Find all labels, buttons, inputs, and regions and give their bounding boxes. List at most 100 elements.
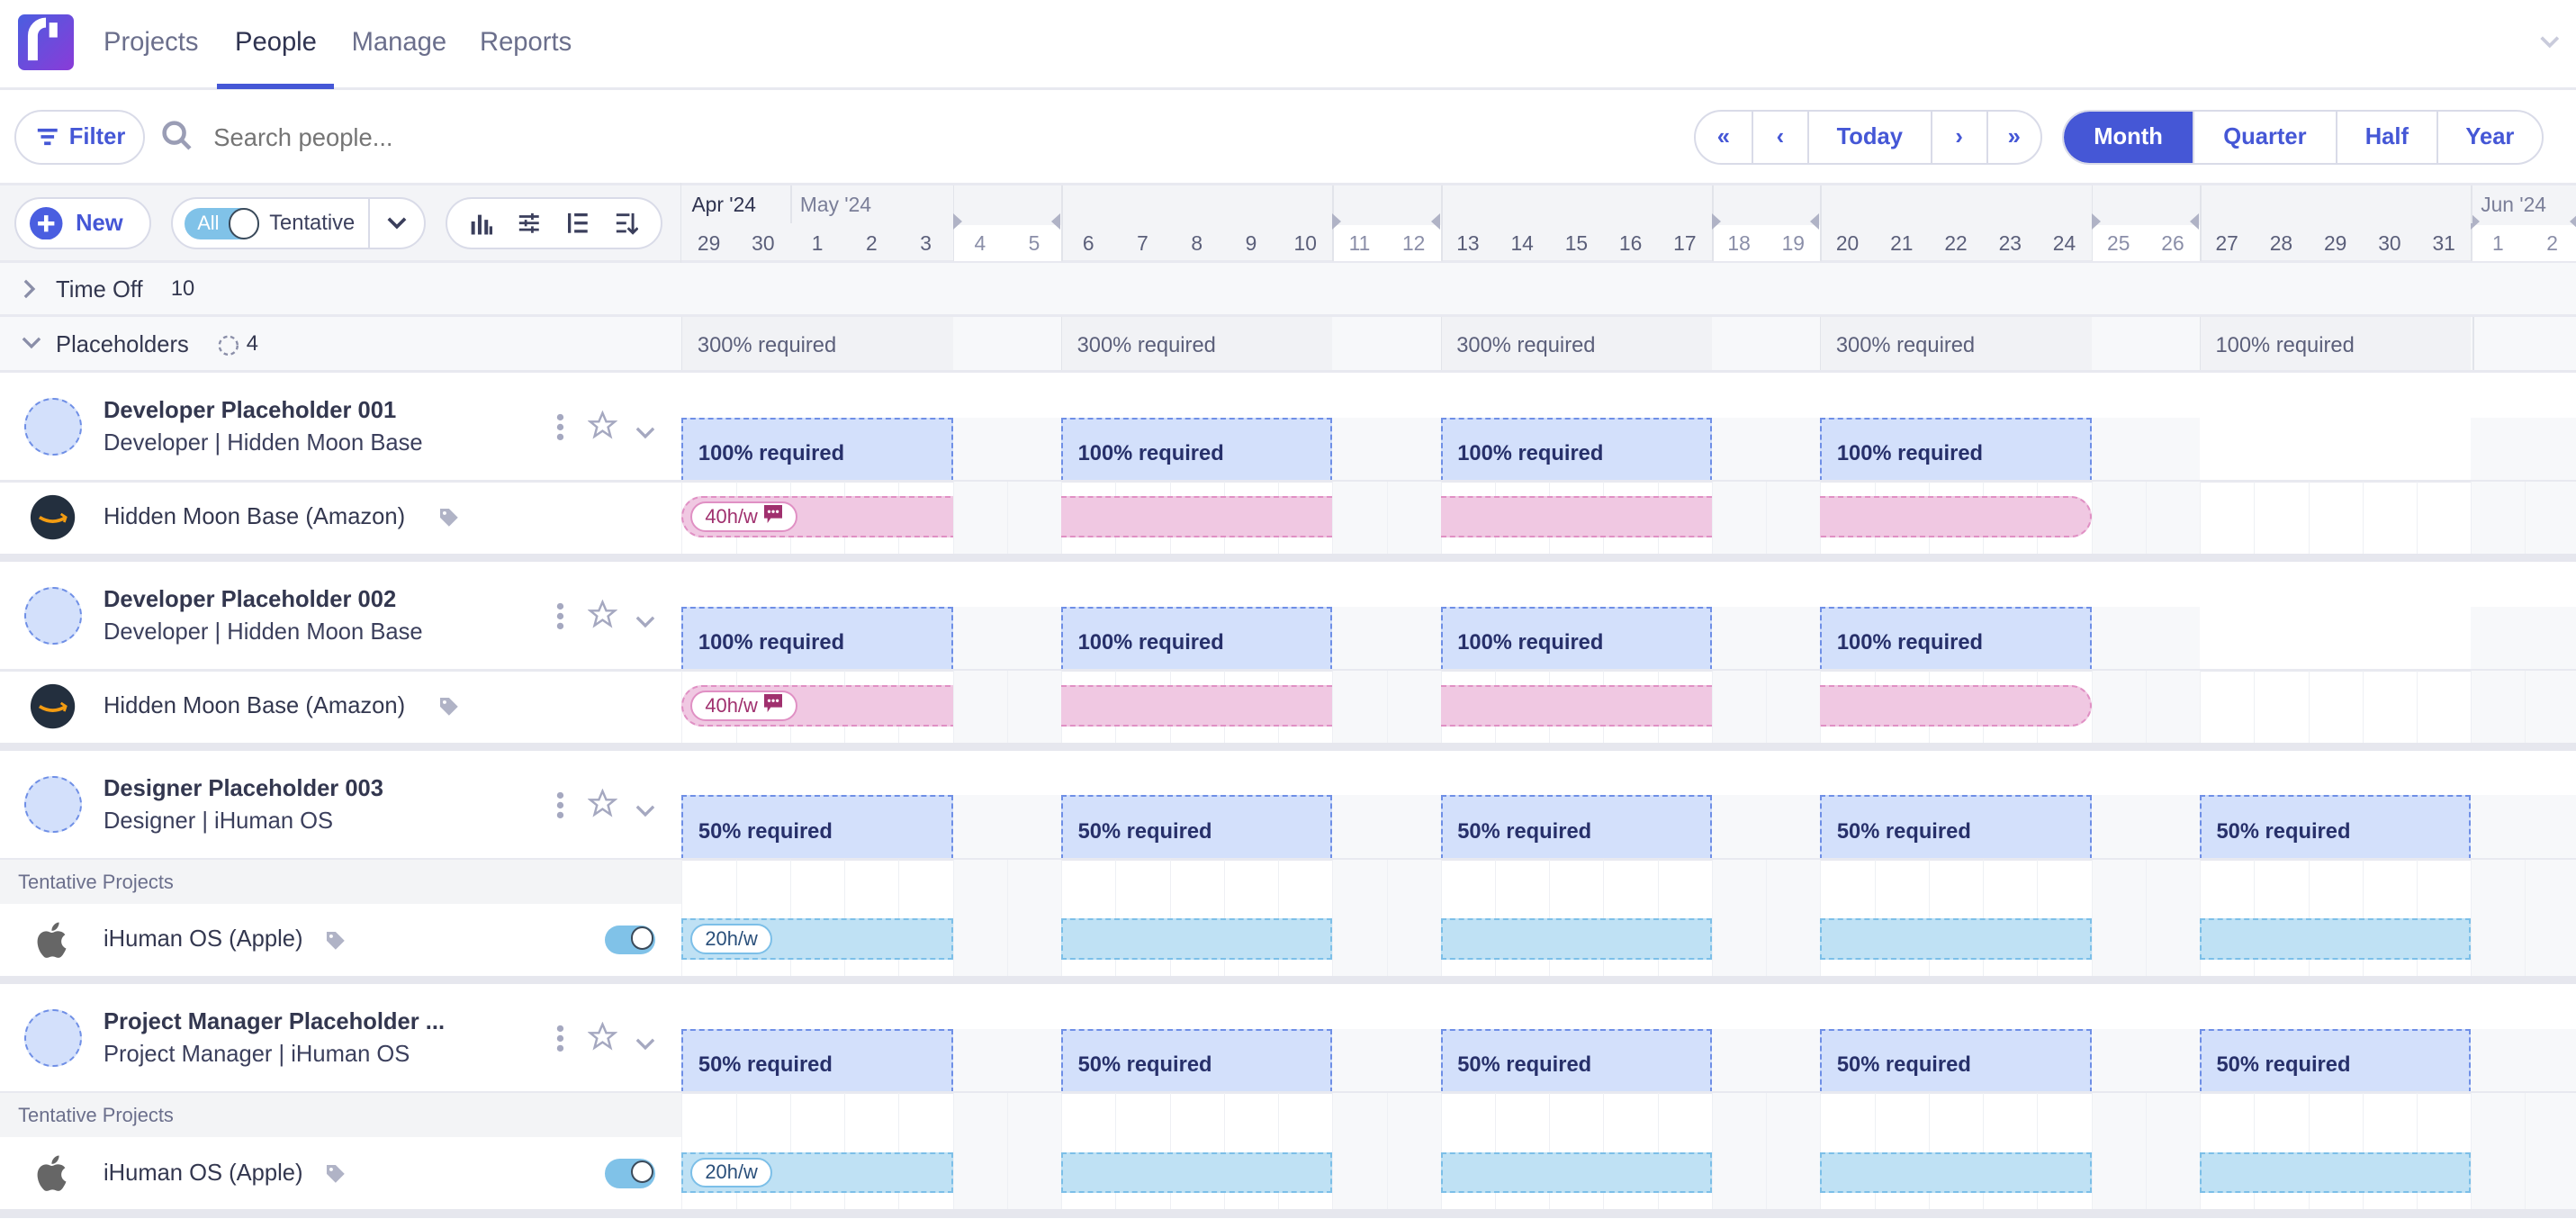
date-nav: « ‹ Today › » [1693, 110, 2042, 165]
avatar[interactable] [24, 775, 83, 834]
assignment-bar[interactable] [1820, 685, 2092, 727]
day-label: 7 [1137, 231, 1148, 256]
comment-icon[interactable] [764, 505, 783, 528]
tag-icon[interactable] [325, 1161, 347, 1191]
person-name[interactable]: Project Manager Placeholder ... [103, 1008, 446, 1034]
assignment-bar[interactable] [1061, 685, 1333, 727]
avatar[interactable] [24, 397, 83, 456]
required-block[interactable]: 50% required [2200, 795, 2472, 860]
more-icon[interactable] [555, 412, 565, 449]
chevron-down-icon[interactable] [635, 795, 655, 825]
view-month[interactable]: Month [2063, 112, 2193, 163]
assignment-bar[interactable]: 20h/w [681, 1151, 953, 1194]
bar-chart-icon[interactable] [470, 212, 493, 235]
view-quarter[interactable]: Quarter [2193, 112, 2335, 163]
required-block[interactable]: 50% required [1061, 795, 1333, 860]
required-block[interactable]: 100% required [1440, 417, 1712, 482]
more-icon[interactable] [555, 790, 565, 827]
new-button[interactable]: New [14, 197, 151, 250]
comment-icon[interactable] [764, 693, 783, 718]
project-name[interactable]: Hidden Moon Base (Amazon) [103, 504, 406, 530]
required-block[interactable]: 50% required [1061, 1028, 1333, 1093]
sort-icon[interactable] [615, 212, 638, 235]
tentative-dropdown[interactable] [367, 199, 424, 248]
assignment-bar[interactable] [2200, 1151, 2472, 1194]
app-logo[interactable] [18, 14, 75, 71]
view-year[interactable]: Year [2436, 112, 2541, 163]
project-name[interactable]: iHuman OS (Apple) [103, 926, 303, 953]
project-name[interactable]: iHuman OS (Apple) [103, 1160, 303, 1186]
required-block[interactable]: 50% required [2200, 1028, 2472, 1093]
required-block[interactable]: 50% required [681, 795, 953, 860]
project-toggle[interactable] [604, 1158, 656, 1188]
tag-icon[interactable] [438, 506, 460, 536]
required-block[interactable]: 100% required [681, 417, 953, 482]
jump-forward-button[interactable]: » [1986, 112, 2040, 163]
assignment-bar[interactable] [1820, 496, 2092, 537]
weekend-marker [1332, 213, 1343, 230]
jump-back-button[interactable]: « [1716, 123, 1730, 149]
avatar[interactable] [24, 586, 83, 645]
person-name[interactable]: Developer Placeholder 002 [103, 586, 397, 612]
required-block[interactable]: 50% required [1820, 1028, 2092, 1093]
project-name[interactable]: Hidden Moon Base (Amazon) [103, 693, 406, 719]
filter-button[interactable]: Filter [14, 110, 145, 165]
assignment-bar[interactable] [1440, 496, 1712, 537]
star-icon[interactable] [587, 410, 619, 447]
required-block[interactable]: 100% required [1061, 606, 1333, 671]
person-name[interactable]: Designer Placeholder 003 [103, 775, 383, 801]
prev-button[interactable]: ‹ [1751, 112, 1807, 163]
star-icon[interactable] [587, 1021, 619, 1059]
search-input[interactable] [210, 116, 875, 160]
required-block[interactable]: 100% required [681, 606, 953, 671]
chevron-down-icon[interactable] [635, 418, 655, 447]
required-block[interactable]: 50% required [681, 1028, 953, 1093]
assignment-bar[interactable]: 20h/w [681, 918, 953, 960]
assignment-bar[interactable] [1440, 685, 1712, 727]
day-label: 2 [2525, 225, 2576, 262]
assignment-bar[interactable] [2200, 918, 2472, 960]
day-label: 24 [2052, 231, 2076, 256]
sliders-icon[interactable] [518, 212, 541, 235]
more-icon[interactable] [555, 1024, 565, 1061]
list-icon[interactable] [566, 212, 590, 235]
all-toggle[interactable]: All [184, 207, 260, 239]
assignment-bar[interactable] [1061, 496, 1333, 537]
assignment-bar[interactable] [1820, 1151, 2092, 1194]
avatar[interactable] [24, 1008, 83, 1067]
required-block[interactable]: 100% required [1061, 417, 1333, 482]
tab-reports[interactable]: Reports [479, 28, 572, 58]
assignment-bar[interactable]: 40h/w [681, 685, 953, 727]
required-block[interactable]: 100% required [1440, 606, 1712, 671]
required-block[interactable]: 50% required [1440, 1028, 1712, 1093]
chevron-down-icon[interactable] [635, 607, 655, 637]
view-half[interactable]: Half [2335, 112, 2437, 163]
tag-icon[interactable] [325, 928, 347, 958]
required-block[interactable]: 50% required [1820, 795, 2092, 860]
required-block[interactable]: 100% required [1820, 417, 2092, 482]
assignment-bar[interactable] [1820, 918, 2092, 960]
today-button[interactable]: Today [1806, 112, 1931, 163]
tab-people[interactable]: People [235, 28, 317, 58]
star-icon[interactable] [587, 599, 619, 637]
assignment-bar[interactable] [1061, 1151, 1333, 1194]
chevron-down-icon[interactable] [635, 1029, 655, 1059]
assignment-bar[interactable] [1440, 918, 1712, 960]
tab-manage[interactable]: Manage [351, 28, 447, 58]
required-block[interactable]: 100% required [1820, 606, 2092, 671]
group-time-off[interactable]: Time Off 10 [0, 263, 2576, 318]
chevron-down-icon[interactable] [2538, 34, 2562, 50]
day-label: 22 [1944, 231, 1968, 256]
day-label: 2 [865, 231, 878, 256]
required-block[interactable]: 50% required [1440, 795, 1712, 860]
next-button[interactable]: › [1930, 112, 1986, 163]
more-icon[interactable] [555, 601, 565, 638]
assignment-bar[interactable] [1061, 918, 1333, 960]
star-icon[interactable] [587, 788, 619, 826]
person-name[interactable]: Developer Placeholder 001 [103, 397, 397, 423]
tag-icon[interactable] [438, 695, 460, 725]
assignment-bar[interactable]: 40h/w [681, 496, 953, 537]
project-toggle[interactable] [604, 925, 656, 955]
tab-projects[interactable]: Projects [103, 28, 199, 58]
assignment-bar[interactable] [1440, 1151, 1712, 1194]
